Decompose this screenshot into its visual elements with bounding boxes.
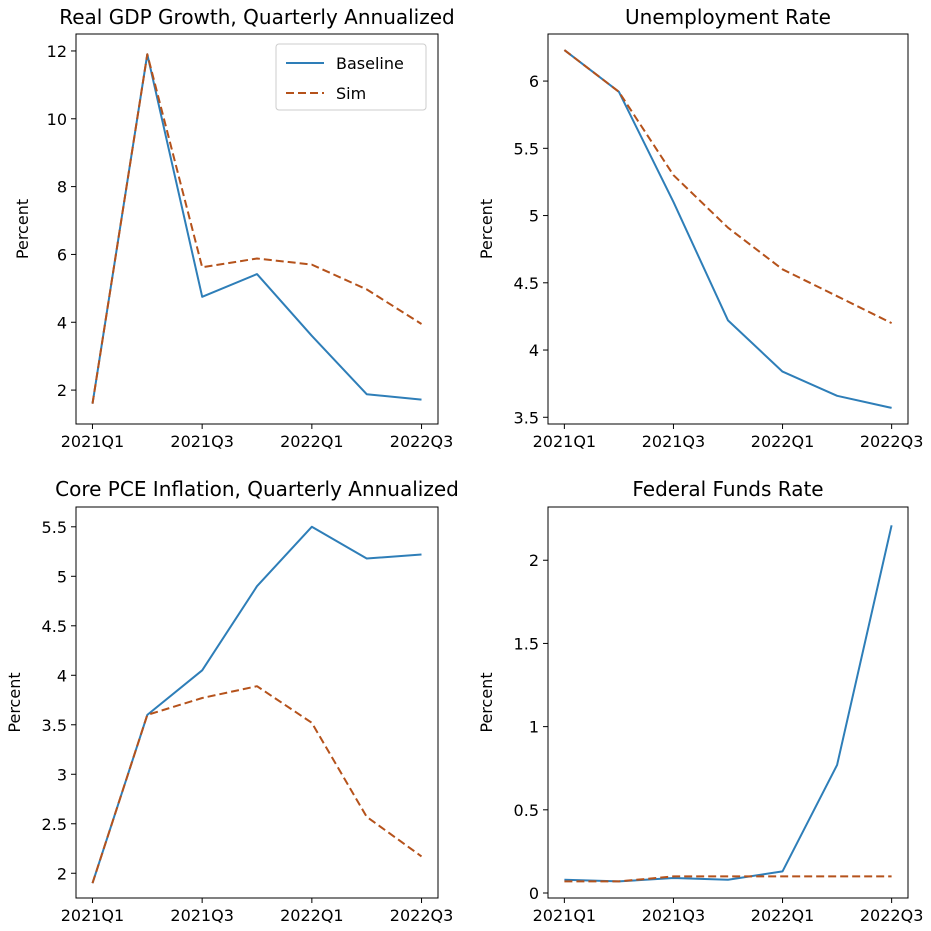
series-line-dashed <box>564 875 892 883</box>
chart-panel-3: Core PCE Inflation, Quarterly Annualized… <box>5 477 459 925</box>
y-tick-label: 5.5 <box>514 139 539 158</box>
y-tick-label: 5.5 <box>42 518 67 537</box>
chart-title: Unemployment Rate <box>625 5 831 29</box>
y-tick-label: 2 <box>57 864 67 883</box>
x-tick-label: 2021Q3 <box>170 906 234 925</box>
chart-title: Core PCE Inflation, Quarterly Annualized <box>55 477 459 501</box>
x-tick-label: 2022Q3 <box>390 432 454 451</box>
x-tick-label: 2022Q3 <box>860 432 924 451</box>
plot-frame <box>75 33 439 425</box>
series-line-solid <box>563 49 892 409</box>
x-tick-label: 2022Q3 <box>860 906 924 925</box>
y-tick-label: 6 <box>57 245 67 264</box>
y-tick-label: 8 <box>57 178 67 197</box>
y-tick-label: 2 <box>529 551 539 570</box>
x-tick-label: 2021Q1 <box>61 906 125 925</box>
y-tick-label: 0 <box>529 884 539 903</box>
chart-panel-2: Unemployment Rate Percent 3.5 4 4.5 5 5.5 6 2021… <box>477 5 923 451</box>
plot-frame <box>547 33 909 425</box>
y-tick-label: 4.5 <box>42 617 67 636</box>
y-tick-label: 4.5 <box>514 274 539 293</box>
y-tick-label: 4 <box>57 666 67 685</box>
y-tick-label: 4 <box>57 313 67 332</box>
chart-panel-4: Federal Funds Rate Percent 0 0.5 1 1.5 2 2021Q1… <box>477 477 923 925</box>
x-tick-label: 2021Q3 <box>642 432 706 451</box>
series-line-solid <box>91 525 422 884</box>
series-line-sim <box>91 53 423 404</box>
y-tick-label: 4 <box>529 341 539 360</box>
x-tick-label: 2022Q1 <box>280 906 344 925</box>
y-tick-label: 10 <box>47 110 67 129</box>
series-line-solid <box>564 525 893 883</box>
chart-panel-1: Real GDP Growth, Quarterly Annualized Per… <box>13 5 455 451</box>
x-tick-label: 2022Q1 <box>751 906 815 925</box>
y-tick-label: 5 <box>57 567 67 586</box>
y-tick-label: 2 <box>57 381 67 400</box>
x-tick-label: 2022Q1 <box>280 432 344 451</box>
chart-title: Real GDP Growth, Quarterly Annualized <box>59 5 455 29</box>
x-tick-label: 2021Q1 <box>61 432 125 451</box>
plot-frame <box>547 506 909 899</box>
plot-frame <box>75 506 439 899</box>
x-tick-label: 2022Q3 <box>390 906 454 925</box>
y-tick-label: 5 <box>529 207 539 226</box>
legend: Baseline Sim <box>275 43 427 111</box>
y-axis-label: Percent <box>13 199 32 259</box>
y-tick-label: 12 <box>47 42 67 61</box>
series-line-dashed <box>563 49 893 324</box>
legend-label-sim: Sim <box>336 84 366 103</box>
y-tick-label: 3 <box>57 765 67 784</box>
y-tick-label: 3.5 <box>42 716 67 735</box>
y-axis-label: Percent <box>5 672 24 732</box>
y-tick-label: 2.5 <box>42 815 67 834</box>
y-tick-label: 3.5 <box>514 408 539 427</box>
y-axis-label: Percent <box>477 199 496 259</box>
y-tick-label: 1 <box>529 718 539 737</box>
y-tick-label: 1.5 <box>514 634 539 653</box>
x-tick-label: 2021Q3 <box>170 432 234 451</box>
series-line-dashed <box>91 685 423 884</box>
y-axis-label: Percent <box>477 672 496 732</box>
x-tick-label: 2021Q3 <box>642 906 706 925</box>
y-tick-label: 0.5 <box>514 801 539 820</box>
x-tick-label: 2022Q1 <box>751 432 815 451</box>
x-tick-label: 2021Q1 <box>533 906 597 925</box>
y-tick-label: 6 <box>529 72 539 91</box>
chart-title: Federal Funds Rate <box>632 477 823 501</box>
x-tick-label: 2021Q1 <box>533 432 597 451</box>
legend-label-baseline: Baseline <box>336 54 404 73</box>
